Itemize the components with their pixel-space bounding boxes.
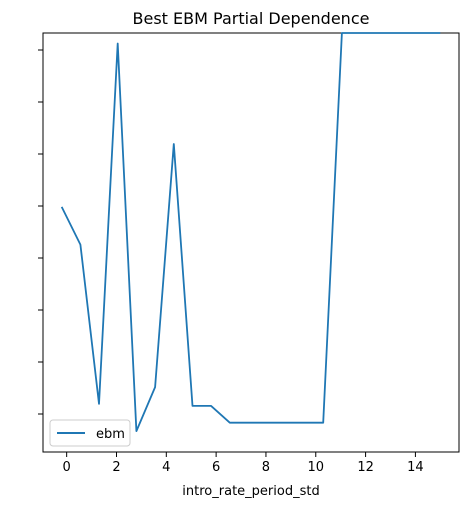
plot-frame [42,32,460,453]
x-ticks: 0 2 4 6 8 10 12 14 [63,452,424,475]
x-tick-label-12: 12 [357,460,374,475]
x-tick-label-14: 14 [407,460,424,475]
x-tick-label-8: 8 [262,460,270,475]
series-lines [60,32,441,433]
x-tick-label-2: 2 [112,460,120,475]
x-axis-label: intro_rate_period_std [182,484,319,499]
x-tick-label-0: 0 [63,460,71,475]
x-tick-label-4: 4 [162,460,170,475]
legend-label-ebm: ebm [96,427,125,442]
chart-title: Best EBM Partial Dependence [133,9,370,28]
x-tick-label-6: 6 [212,460,220,475]
legend: ebm [49,419,131,447]
x-tick-label-10: 10 [307,460,324,475]
legend-box [49,419,131,447]
series-line-ebm [60,32,441,433]
y-ticks [38,49,43,415]
